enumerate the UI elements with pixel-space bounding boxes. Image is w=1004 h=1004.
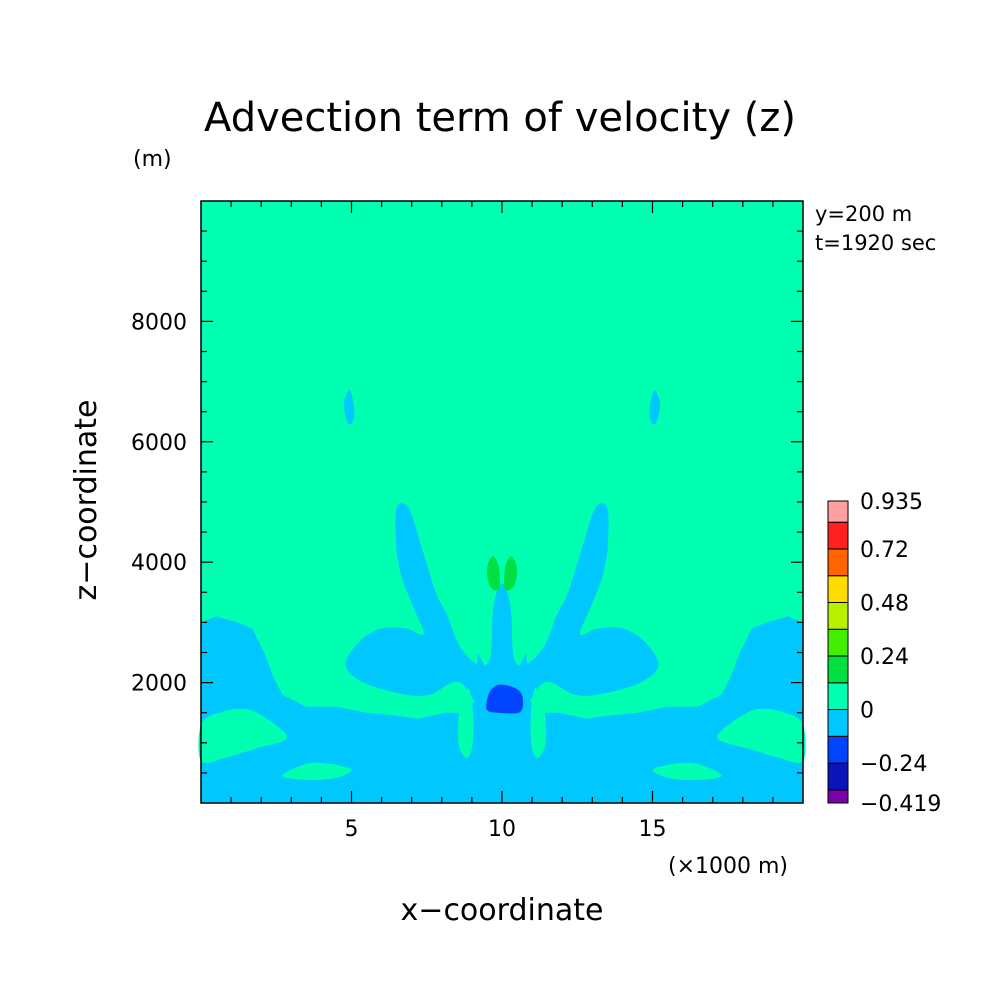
colorbar-segment bbox=[827, 735, 849, 764]
region-green-left bbox=[486, 556, 500, 591]
x-tick-label: 15 bbox=[639, 817, 667, 842]
colorbar-segment bbox=[827, 628, 849, 657]
region-positive-inner-left bbox=[457, 688, 474, 759]
region-positive-right-band bbox=[717, 708, 806, 764]
x-unit-label: (×1000 m) bbox=[668, 854, 788, 879]
colorbar-segment bbox=[827, 709, 849, 737]
region-negative-core bbox=[486, 684, 524, 714]
colorbar-tick-label: 0.72 bbox=[860, 538, 909, 563]
colorbar-segment bbox=[827, 655, 849, 684]
y-tick-label: 4000 bbox=[131, 551, 187, 576]
annotation-t: t=1920 sec bbox=[815, 231, 936, 255]
colorbar-segment bbox=[827, 521, 849, 550]
colorbar bbox=[827, 500, 849, 804]
axis-ticks bbox=[201, 201, 803, 803]
y-axis-title: z−coordinate bbox=[69, 400, 104, 601]
region-positive-left-lens bbox=[282, 762, 352, 781]
x-tick-label: 10 bbox=[488, 817, 516, 842]
region-upper-left-spot bbox=[343, 390, 355, 425]
y-tick-label: 6000 bbox=[131, 431, 187, 456]
colorbar-tick-label: 0 bbox=[860, 699, 874, 724]
colorbar-segment bbox=[827, 575, 849, 603]
colorbar-segment bbox=[827, 500, 849, 523]
y-unit-label: (m) bbox=[133, 147, 172, 172]
region-upper-right-spot bbox=[649, 390, 661, 425]
plot-frame bbox=[200, 200, 804, 804]
colorbar-labels: −0.419 −0.24 0 0.24 0.48 0.72 0.935 bbox=[860, 490, 941, 817]
colorbar-tick-label: −0.419 bbox=[860, 792, 941, 817]
x-tick-label: 5 bbox=[345, 817, 359, 842]
region-green-right bbox=[504, 556, 518, 591]
colorbar-tick-label: 0.935 bbox=[860, 490, 923, 515]
y-tick-label: 8000 bbox=[131, 310, 187, 335]
region-positive-inner-right bbox=[530, 688, 547, 759]
chart-title: Advection term of velocity (z) bbox=[204, 95, 796, 141]
y-tick-label: 2000 bbox=[131, 672, 187, 697]
x-axis-title: x−coordinate bbox=[401, 893, 604, 928]
colorbar-segment bbox=[827, 548, 849, 577]
region-positive-left-band bbox=[198, 708, 287, 764]
x-tick-labels: 5 10 15 bbox=[345, 817, 667, 842]
colorbar-segment bbox=[827, 601, 849, 630]
contour-regions bbox=[198, 390, 806, 803]
region-central-plume bbox=[345, 503, 659, 733]
colorbar-segment bbox=[827, 762, 849, 791]
colorbar-segment bbox=[827, 789, 849, 804]
colorbar-segment bbox=[827, 682, 849, 711]
plot-area bbox=[198, 200, 806, 804]
colorbar-tick-label: 0.24 bbox=[860, 645, 909, 670]
colorbar-tick-label: 0.48 bbox=[860, 591, 909, 616]
colorbar-tick-label: −0.24 bbox=[860, 752, 927, 777]
y-tick-labels: 2000 4000 6000 8000 bbox=[131, 310, 187, 696]
annotation-y: y=200 m bbox=[815, 202, 912, 226]
region-positive-right-lens bbox=[652, 762, 722, 781]
